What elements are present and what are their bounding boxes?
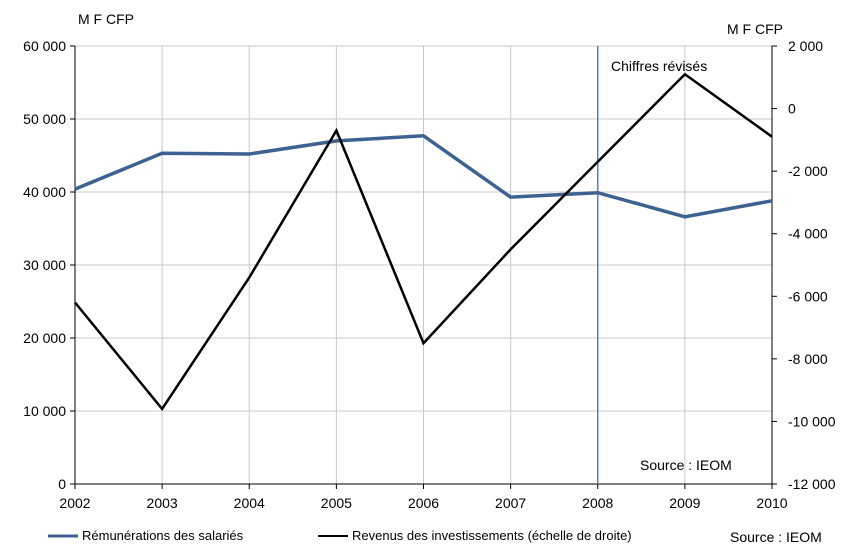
series-line-remunerations bbox=[74, 134, 773, 219]
right-tick-label: -8 000 bbox=[788, 351, 828, 367]
axes bbox=[70, 45, 777, 489]
left-tick-label: 0 bbox=[58, 476, 66, 492]
left-tick-label: 30 000 bbox=[23, 257, 66, 273]
right-tick-label: 2 000 bbox=[788, 38, 823, 54]
series-lines bbox=[74, 72, 773, 412]
x-tick-label: 2006 bbox=[408, 495, 439, 511]
right-tick-label: -12 000 bbox=[788, 476, 836, 492]
x-tick-label: 2009 bbox=[669, 495, 700, 511]
grid bbox=[74, 45, 773, 485]
legend-label-revenus: Revenus des investissements (échelle de … bbox=[352, 528, 632, 543]
tick-labels: 0 10 000 20 000 30 000 40 000 50 000 60 000 200… bbox=[23, 38, 836, 511]
right-tick-label: -6 000 bbox=[788, 288, 828, 304]
x-tick-label: 2005 bbox=[321, 495, 352, 511]
inner-source-note: Source : IEOM bbox=[640, 457, 732, 473]
outer-source-note: Source : IEOM bbox=[730, 529, 822, 545]
x-tick-label: 2002 bbox=[59, 495, 90, 511]
legend-label-remunerations: Rémunérations des salariés bbox=[82, 528, 244, 543]
left-tick-label: 10 000 bbox=[23, 403, 66, 419]
right-tick-label: -4 000 bbox=[788, 226, 828, 242]
series-line-revenus bbox=[74, 72, 773, 412]
left-tick-label: 60 000 bbox=[23, 38, 66, 54]
right-axis-unit: M F CFP bbox=[727, 21, 783, 37]
x-tick-label: 2003 bbox=[147, 495, 178, 511]
left-tick-label: 20 000 bbox=[23, 330, 66, 346]
left-tick-label: 50 000 bbox=[23, 111, 66, 127]
left-axis-unit: M F CFP bbox=[78, 11, 134, 27]
x-tick-label: 2007 bbox=[495, 495, 526, 511]
right-tick-label: -2 000 bbox=[788, 163, 828, 179]
right-tick-label: 0 bbox=[788, 101, 796, 117]
x-tick-label: 2010 bbox=[756, 495, 787, 511]
x-tick-label: 2004 bbox=[234, 495, 265, 511]
legend: Rémunérations des salariés Revenus des i… bbox=[48, 528, 632, 543]
right-tick-label: -10 000 bbox=[788, 413, 836, 429]
x-tick-label: 2008 bbox=[582, 495, 613, 511]
left-tick-label: 40 000 bbox=[23, 184, 66, 200]
revision-annotation: Chiffres révisés bbox=[611, 58, 707, 74]
